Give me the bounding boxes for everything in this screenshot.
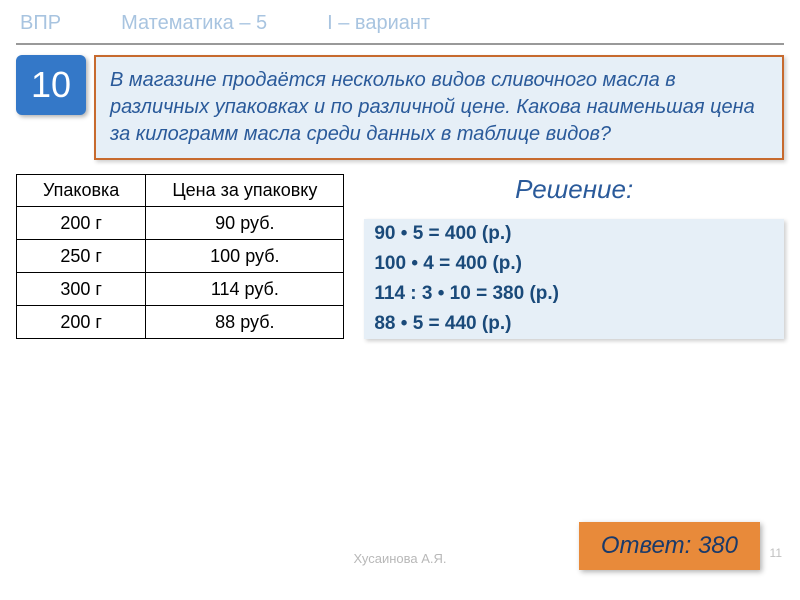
solution-line: 90 • 5 = 400 (р.) — [364, 219, 784, 249]
table-cell: 100 руб. — [146, 240, 344, 273]
solution-lines: 90 • 5 = 400 (р.) 100 • 4 = 400 (р.) 114… — [364, 219, 784, 339]
table-header-cell: Упаковка — [17, 175, 146, 207]
solution-title: Решение: — [364, 174, 784, 205]
table-cell: 114 руб. — [146, 273, 344, 306]
table-header-row: Упаковка Цена за упаковку — [17, 175, 344, 207]
header: ВПР Математика – 5 I – вариант — [0, 0, 800, 43]
page-number: 11 — [770, 546, 782, 560]
problem-number: 10 — [31, 64, 71, 106]
solution-line: 100 • 4 = 400 (р.) — [364, 249, 784, 279]
answer-label: Ответ: — [601, 532, 691, 559]
table-cell: 88 руб. — [146, 306, 344, 339]
problem-row: 10 В магазине продаётся несколько видов … — [16, 55, 784, 160]
footer-author: Хусаинова А.Я. — [353, 551, 446, 566]
header-center: Математика – 5 — [121, 12, 267, 35]
table-row: 300 г 114 руб. — [17, 273, 344, 306]
problem-number-badge: 10 — [16, 55, 86, 115]
header-divider — [16, 43, 784, 45]
answer-box: Ответ: 380 — [579, 522, 760, 570]
table-cell: 250 г — [17, 240, 146, 273]
table-cell: 200 г — [17, 306, 146, 339]
table-row: 200 г 88 руб. — [17, 306, 344, 339]
table-cell: 200 г — [17, 207, 146, 240]
solution-line: 114 : 3 • 10 = 380 (р.) — [364, 279, 784, 309]
table-row: 250 г 100 руб. — [17, 240, 344, 273]
data-table: Упаковка Цена за упаковку 200 г 90 руб. … — [16, 174, 344, 339]
content-row: Упаковка Цена за упаковку 200 г 90 руб. … — [16, 174, 784, 339]
solution-line: 88 • 5 = 440 (р.) — [364, 309, 784, 339]
table-row: 200 г 90 руб. — [17, 207, 344, 240]
solution-column: Решение: 90 • 5 = 400 (р.) 100 • 4 = 400… — [364, 174, 784, 339]
table-cell: 300 г — [17, 273, 146, 306]
header-left: ВПР — [20, 12, 61, 35]
header-right: I – вариант — [327, 12, 430, 35]
answer-value: 380 — [698, 532, 738, 559]
table-header-cell: Цена за упаковку — [146, 175, 344, 207]
table-cell: 90 руб. — [146, 207, 344, 240]
problem-text: В магазине продаётся несколько видов сли… — [94, 55, 784, 160]
